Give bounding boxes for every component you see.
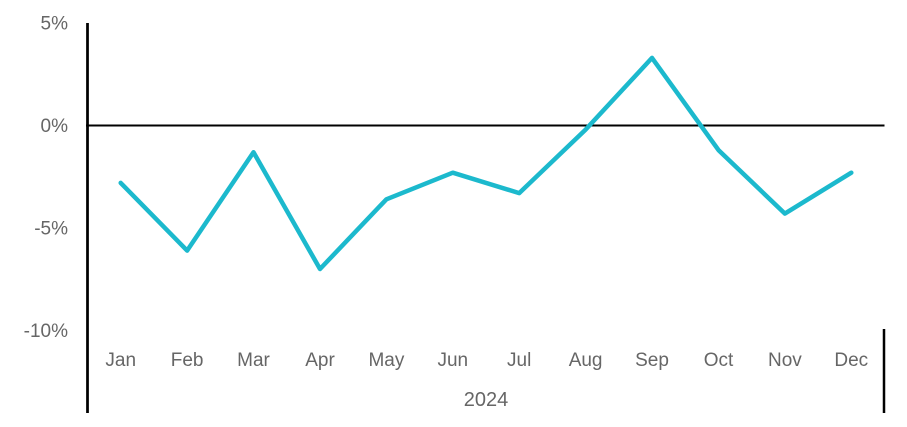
y-axis-tick-label: 5%	[41, 14, 69, 35]
x-axis-month-label: Apr	[305, 350, 335, 371]
y-axis-tick-label: 0%	[41, 116, 69, 137]
year-label: 2024	[464, 389, 509, 411]
x-axis-month-label: Aug	[569, 350, 603, 371]
x-axis-month-label: Mar	[237, 350, 270, 371]
x-axis-month-label: Jul	[507, 350, 531, 371]
x-axis-month-label: Jan	[105, 350, 136, 371]
x-axis-month-label: Nov	[768, 350, 802, 371]
y-axis-tick-label: -5%	[34, 219, 68, 240]
x-axis-month-label: May	[368, 350, 404, 371]
y-axis-tick-labels: 5% 0% -5% -10%	[24, 14, 68, 343]
x-axis-month-label: Feb	[171, 350, 204, 371]
x-axis-month-labels: Jan Feb Mar Apr May Jun Jul Aug Sep Oct Nov Dec	[105, 350, 868, 371]
x-axis-month-label: Jun	[437, 350, 468, 371]
x-axis-month-label: Oct	[704, 350, 734, 371]
y-axis-tick-label: -10%	[24, 321, 68, 342]
x-axis-month-label: Sep	[635, 350, 669, 371]
x-axis-month-label: Dec	[834, 350, 868, 371]
series-line	[118, 55, 854, 272]
